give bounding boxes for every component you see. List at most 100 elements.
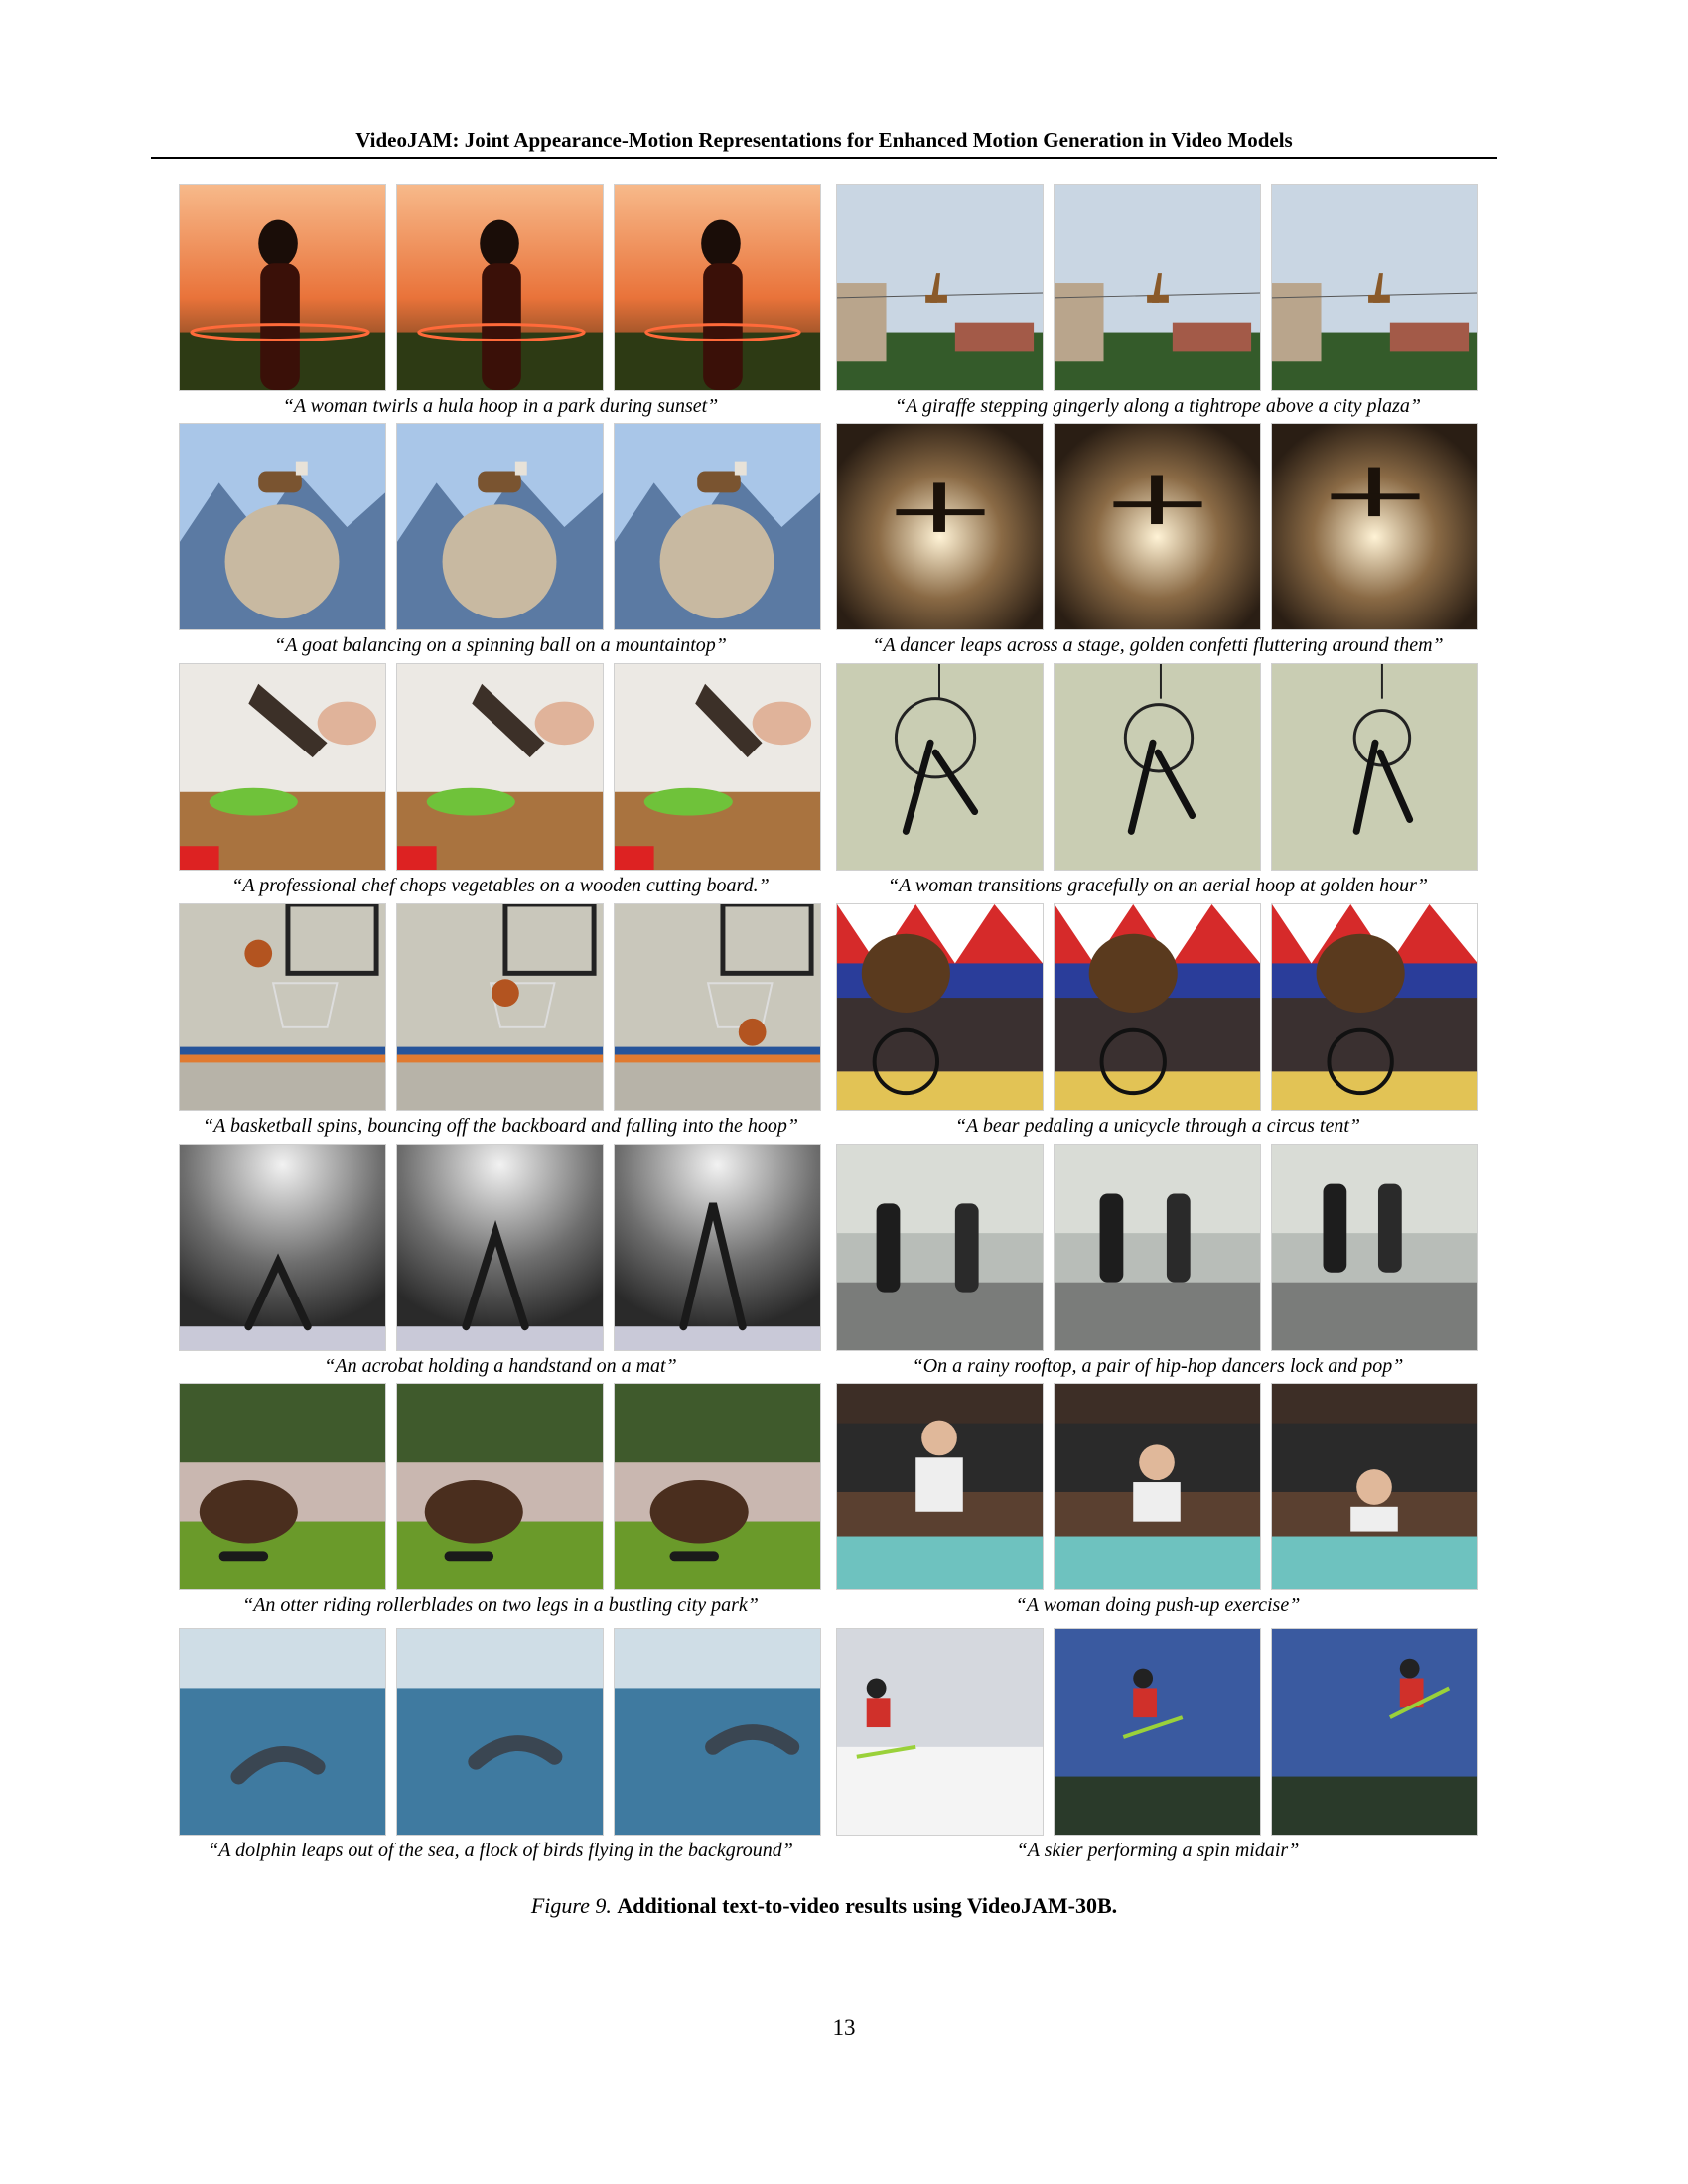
video-frames xyxy=(179,903,822,1111)
header-rule xyxy=(151,157,1497,159)
video-frame xyxy=(179,903,386,1111)
figure-text: Additional text-to-video results using V… xyxy=(617,1893,1118,1918)
frame-image xyxy=(615,1384,820,1589)
panel-caption: “An acrobat holding a handstand on a mat… xyxy=(324,1355,677,1377)
video-frames xyxy=(179,423,822,630)
panel-caption: “A woman transitions gracefully on an ae… xyxy=(887,875,1429,896)
panel-caption: “A woman doing push-up exercise” xyxy=(1015,1594,1301,1616)
video-frame xyxy=(1271,1144,1478,1351)
frame-image xyxy=(837,1629,1043,1835)
panel-caption: “A goat balancing on a spinning ball on … xyxy=(274,634,727,656)
figure-label: Figure 9. xyxy=(530,1893,612,1918)
panel-caption: “A dancer leaps across a stage, golden c… xyxy=(872,634,1444,656)
frame-image xyxy=(397,424,603,629)
video-frame xyxy=(614,663,821,871)
frame-image xyxy=(1055,664,1260,870)
video-frame xyxy=(614,1144,821,1351)
page-number: 13 xyxy=(832,2015,856,2040)
frame-image xyxy=(180,185,385,390)
frame-image xyxy=(180,904,385,1110)
video-frame xyxy=(614,1383,821,1590)
panel-caption: “A skier performing a spin midair” xyxy=(1016,1840,1300,1861)
video-frame xyxy=(1054,423,1261,630)
video-frames xyxy=(836,184,1479,391)
video-frame xyxy=(179,423,386,630)
video-frame xyxy=(1271,184,1478,391)
frame-image xyxy=(1272,185,1477,390)
video-frames xyxy=(836,1628,1479,1836)
video-frame xyxy=(179,1628,386,1836)
frame-image xyxy=(837,185,1043,390)
video-frame xyxy=(836,1383,1044,1590)
frame-image xyxy=(1272,424,1477,629)
video-frames xyxy=(179,184,822,391)
frame-image xyxy=(615,904,820,1110)
video-frame xyxy=(836,903,1044,1111)
frame-image xyxy=(615,664,820,870)
video-frames xyxy=(179,1383,822,1590)
frame-image xyxy=(615,185,820,390)
frame-image xyxy=(837,904,1043,1110)
panel-caption: “On a rainy rooftop, a pair of hip-hop d… xyxy=(912,1355,1404,1377)
frame-image xyxy=(1272,1145,1477,1350)
video-frames xyxy=(179,1144,822,1351)
frame-image xyxy=(397,664,603,870)
frame-image xyxy=(615,1145,820,1350)
frame-image xyxy=(397,904,603,1110)
frame-image xyxy=(1055,1145,1260,1350)
video-frame xyxy=(1271,903,1478,1111)
video-frame xyxy=(614,1628,821,1836)
frame-image xyxy=(397,1629,603,1835)
video-frame xyxy=(836,423,1044,630)
frame-image xyxy=(180,664,385,870)
figure-caption: Figure 9. Additional text-to-video resul… xyxy=(151,1892,1497,1920)
video-frame xyxy=(396,423,604,630)
video-frames xyxy=(836,903,1479,1111)
video-frames xyxy=(836,1383,1479,1590)
frame-image xyxy=(837,664,1043,870)
panel-caption: “A giraffe stepping gingerly along a tig… xyxy=(895,395,1421,417)
video-frame xyxy=(1054,663,1261,871)
video-frame xyxy=(1054,903,1261,1111)
video-frame xyxy=(1271,1628,1478,1836)
video-frame xyxy=(179,1144,386,1351)
frame-image xyxy=(615,424,820,629)
video-frame xyxy=(614,903,821,1111)
video-frame xyxy=(1271,423,1478,630)
frame-image xyxy=(397,1145,603,1350)
frame-image xyxy=(1272,664,1477,870)
video-frame xyxy=(396,663,604,871)
frame-image xyxy=(1055,1629,1260,1835)
panel-caption: “A bear pedaling a unicycle through a ci… xyxy=(954,1115,1361,1137)
frame-image xyxy=(1055,1384,1260,1589)
panel-caption: “A basketball spins, bouncing off the ba… xyxy=(203,1115,798,1137)
frame-image xyxy=(1055,904,1260,1110)
panel-caption: “A dolphin leaps out of the sea, a flock… xyxy=(208,1840,793,1861)
frame-image xyxy=(1055,424,1260,629)
video-frame xyxy=(179,1383,386,1590)
video-frame xyxy=(836,663,1044,871)
frame-image xyxy=(180,1145,385,1350)
video-frame xyxy=(179,184,386,391)
video-frame xyxy=(1054,1628,1261,1836)
video-frame xyxy=(396,1383,604,1590)
frame-image xyxy=(837,1384,1043,1589)
frame-image xyxy=(1272,1629,1477,1835)
panel-caption: “A woman twirls a hula hoop in a park du… xyxy=(282,395,719,417)
frame-image xyxy=(180,1384,385,1589)
video-frame xyxy=(396,1144,604,1351)
frame-image xyxy=(837,424,1043,629)
frame-image xyxy=(1272,1384,1477,1589)
panel-caption: “A professional chef chops vegetables on… xyxy=(231,875,770,896)
video-frames xyxy=(836,663,1479,871)
running-header: VideoJAM: Joint Appearance-Motion Repres… xyxy=(355,128,1293,152)
frame-image xyxy=(397,1384,603,1589)
video-frame xyxy=(1054,1144,1261,1351)
video-frame xyxy=(614,423,821,630)
video-frame xyxy=(836,184,1044,391)
video-frame xyxy=(836,1628,1044,1836)
frame-image xyxy=(1055,185,1260,390)
panel-caption: “An otter riding rollerblades on two leg… xyxy=(242,1594,759,1616)
video-frame xyxy=(396,184,604,391)
